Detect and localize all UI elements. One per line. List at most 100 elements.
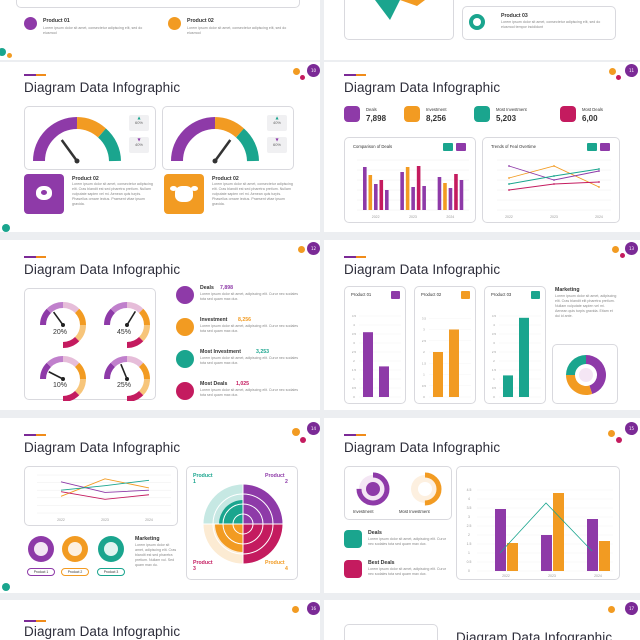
data-point [553,175,555,177]
page-number: 11 [625,64,638,77]
bar [599,541,610,571]
handshake-icon [176,382,194,400]
marketing-title: Marketing [555,287,580,293]
x-tick-label: 2024 [446,215,454,219]
decor-dot [298,246,305,253]
bar [374,184,378,210]
title-accent [356,74,366,76]
data-point [598,181,600,183]
quadrant-title: Product [265,473,285,479]
slide-title: Diagram Data Infographic [24,440,181,455]
deals-icon [344,106,360,122]
y-tick-label: 4 [493,323,495,327]
product-pill[interactable]: Product 1 [27,568,55,576]
gauge-segment [138,378,150,396]
slide-title: Diagram Data Infographic [24,624,181,639]
slide-investment[interactable]: 15 Diagram Data Infographic Investment M… [324,418,640,593]
gauge-needle [48,371,64,380]
series-line [60,491,150,500]
gauge-value: 20% [53,329,68,336]
marketing-text: Lorem ipsum dolor sit amet, adipiscing e… [135,543,177,567]
x-tick-label: 2023 [101,518,109,522]
bar [368,175,373,210]
comparison-bar-chart: 2022 2023 2024 [357,159,469,219]
decor-dot [609,68,616,75]
slide-percent-gauges[interactable]: 12 Diagram Data Infographic 20% 45% 10% … [0,240,320,410]
y-tick-label: 4.5 [492,314,497,318]
gauge-segment [46,302,64,314]
product03-card: Product 03 0 0.5 1 1.5 2 2.5 3 3.5 4 4.5 [484,286,546,404]
product02b-text: Lorem ipsum dolor sit amet, consectetur … [212,182,293,206]
slide-partial-bottom-right[interactable]: 17 Diagram Data Infographic [324,600,640,640]
product-icon [531,291,540,299]
page-number: 13 [625,242,638,255]
up-arrow-icon: ▲ [275,115,279,120]
page-number: 12 [307,242,320,255]
kpi-value: 6,00 [582,114,598,123]
data-point [598,186,600,188]
x-tick-label: 2023 [409,215,417,219]
bar [454,174,458,210]
donuts-card: Investment Most Investment [344,466,452,520]
slide-deals[interactable]: 11 Diagram Data Infographic Deals 7,898 … [324,62,640,232]
gauge-segment [74,378,86,396]
slide-gauges[interactable]: 10 Diagram Data Infographic ▲ 60% ▼ 40% [0,62,320,232]
data-point [508,177,510,179]
x-tick-label: 2024 [594,574,602,578]
decor-dot [293,68,300,75]
title-accent [36,434,46,436]
legend-chip [600,143,610,151]
slide-partial-top-left[interactable]: Product 01 Lorem ipsum dolor sit amet, c… [0,0,320,60]
gauge-segment [110,302,128,314]
comparison-title: Comparison of Deals [353,144,393,149]
radial-card: Product 1 Product 2 Product 3 Product 4 [186,466,298,580]
legend-chip [587,143,597,151]
product-pill[interactable]: Product 3 [97,568,125,576]
decor-dot [292,428,300,436]
slide-lines-radial[interactable]: 14 Diagram Data Infographic 2022 2023 2024… [0,418,320,593]
stat-value: 7,898 [220,285,233,291]
legend-chip [456,143,466,151]
stat-text: Lorem ipsum dolor sit amet, adipiscing e… [200,356,299,365]
y-tick-label: 0.5 [422,384,427,388]
data-point [553,165,555,167]
slide-partial-bottom-left[interactable]: 16 Diagram Data Infographic [0,600,320,640]
product02a-title: Product 02 [72,176,99,182]
x-tick-label: 2024 [595,215,603,219]
kpi-label: Most Deals [582,107,603,112]
stat-text: Lorem ipsum dolor sit amet, adipiscing e… [200,388,299,397]
data-point [598,170,600,172]
bar [541,535,552,571]
stat-label: Deals [200,285,214,291]
y-tick-label: 3 [468,515,470,519]
product-title: Product 01 [351,292,372,297]
product-pill[interactable]: Product 2 [61,568,89,576]
title-accent [344,256,356,258]
product03-text: Lorem ipsum dolor sit amet, consectetur … [501,20,601,29]
cow-icon [28,536,54,562]
down-value: 60% [272,142,281,147]
y-tick-label: 1 [468,551,470,555]
product03-title: Product 03 [501,13,528,19]
gauge-segment [110,356,128,368]
decor-dot [608,606,615,613]
slide-products[interactable]: 13 Diagram Data Infographic Product 01 0… [324,240,640,410]
deal-icon [344,560,362,578]
decor-dot [612,246,619,253]
bar [379,180,384,210]
title-accent [36,74,46,76]
gauge-value: 45% [117,329,132,336]
product-icon [391,291,400,299]
cow-icon [24,17,37,30]
y-tick-label: 0.5 [492,386,497,390]
lines-card: 2022 2023 2024 [24,466,178,526]
gauges-card: 20% 45% 10% 25% [24,288,156,401]
stat-label: Most Investment [200,349,241,355]
kpi-value: 7,898 [366,114,387,123]
bar [448,188,453,210]
bar [443,183,447,210]
y-tick-label: 0 [423,395,425,399]
y-tick-label: 0.5 [352,386,357,390]
slide-partial-top-right[interactable]: Product 03 Lorem ipsum dolor sit amet, c… [324,0,640,60]
y-tick-label: 2 [353,359,355,363]
